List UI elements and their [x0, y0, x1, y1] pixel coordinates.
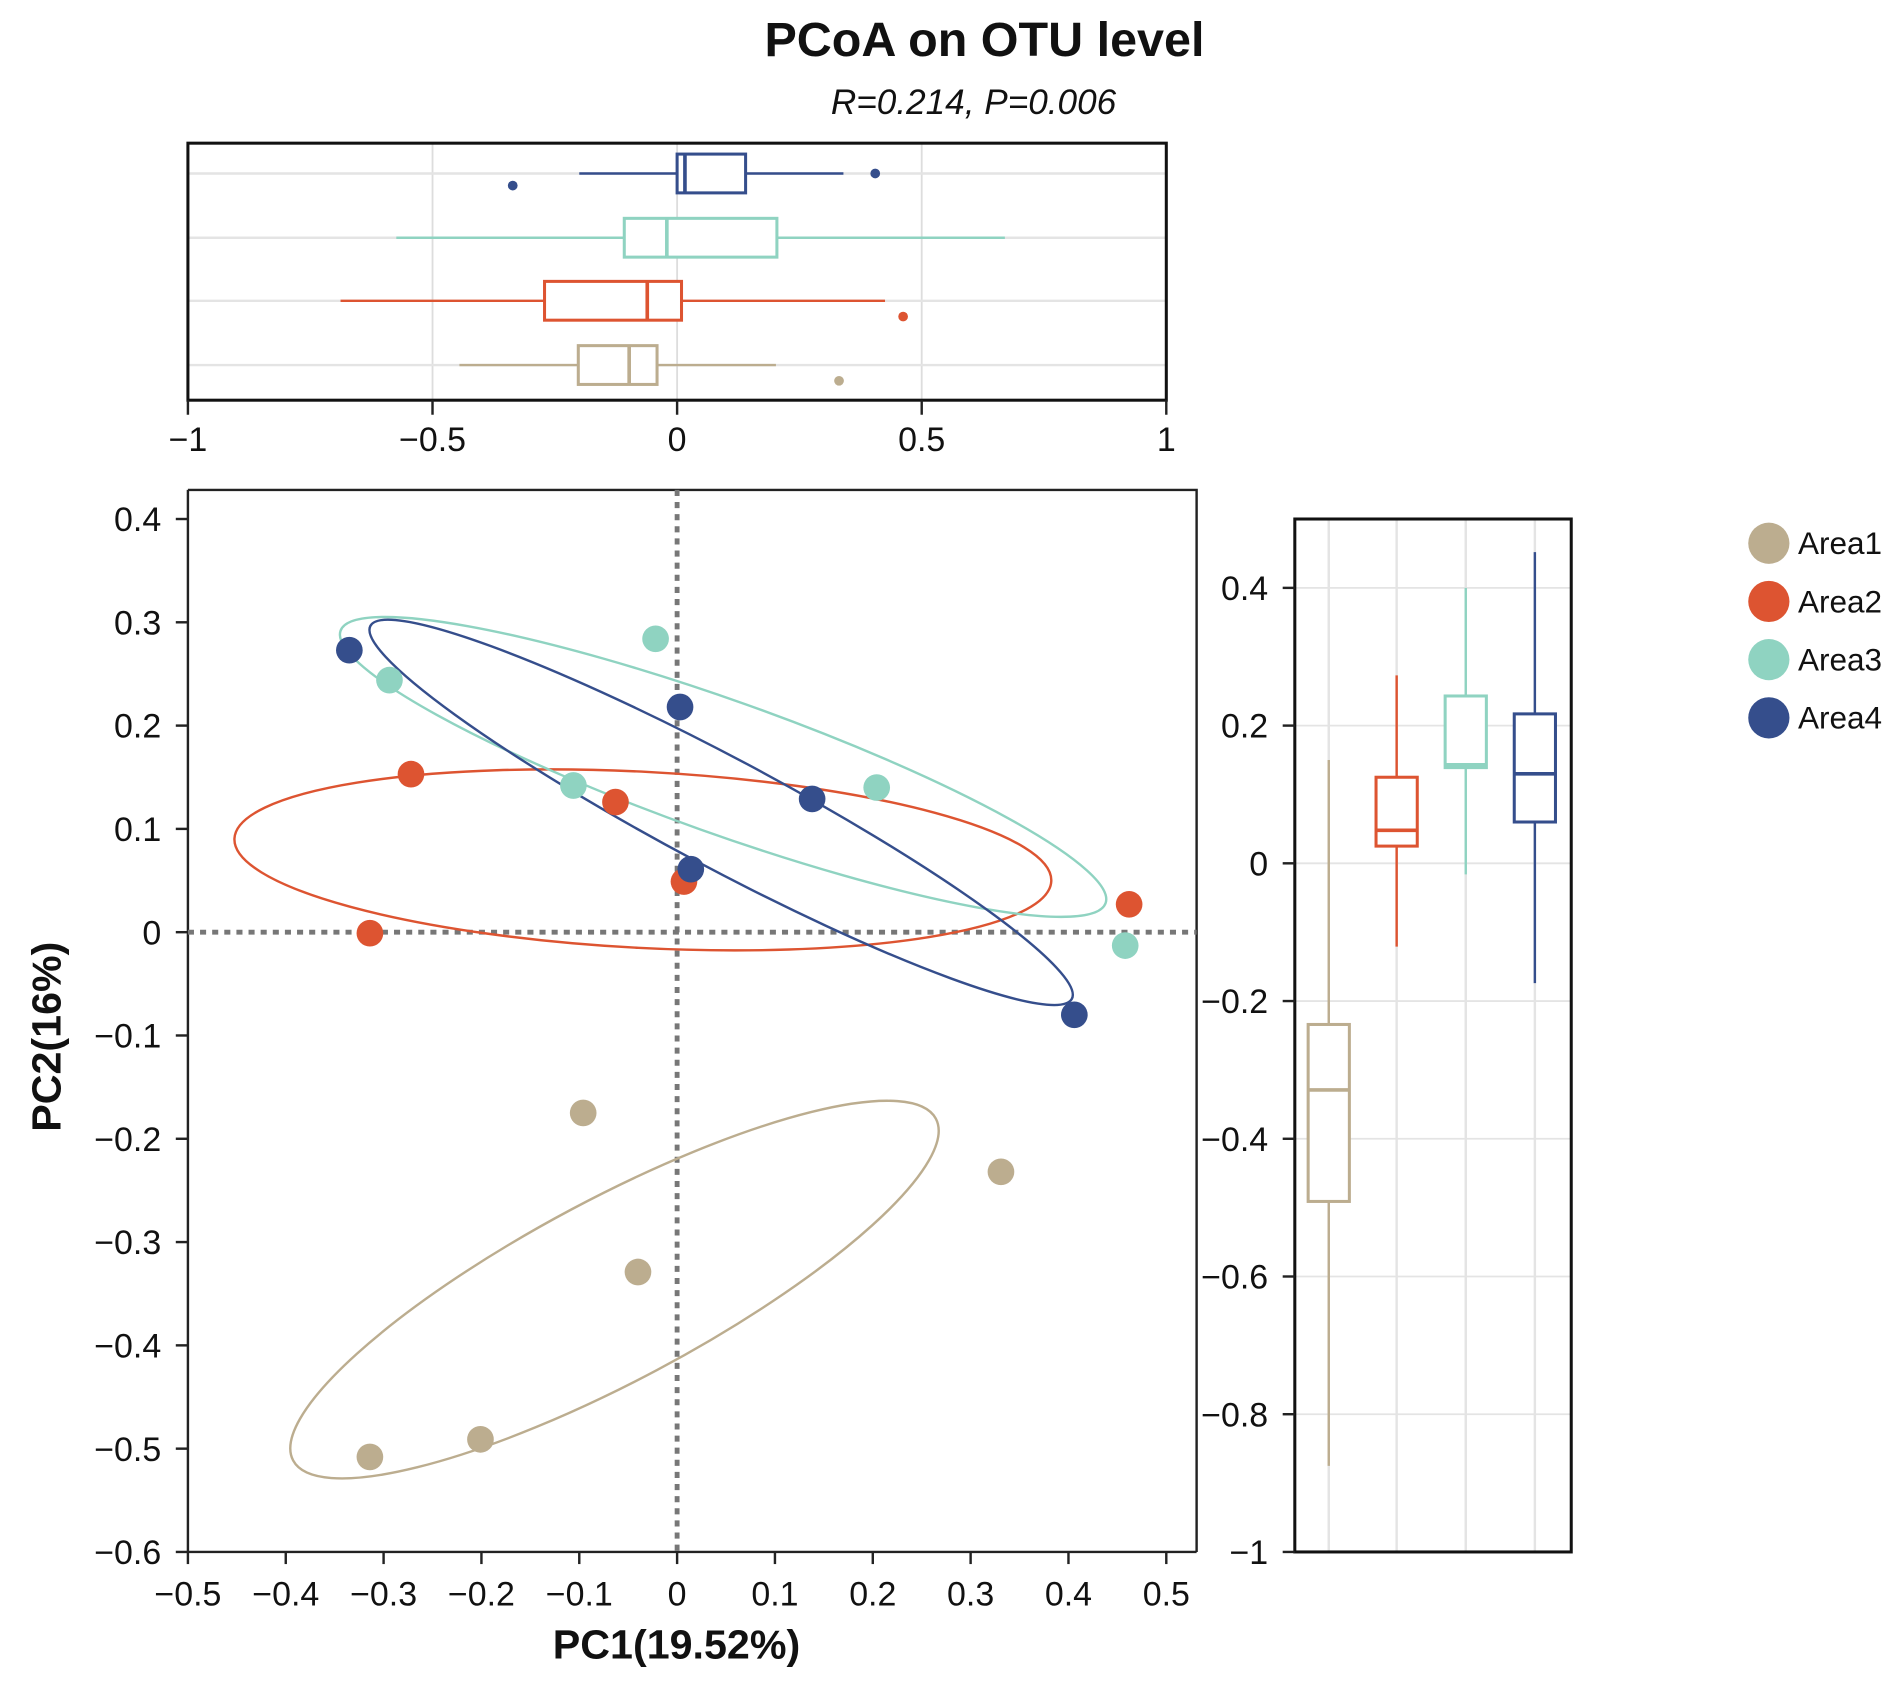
outlier-area2	[898, 311, 908, 322]
x-tick-label: 0	[668, 1575, 687, 1613]
chart-title: PCoA on OTU level	[764, 13, 1204, 67]
right-y-tick-label: −0.2	[1201, 983, 1268, 1021]
legend-label-area2: Area2	[1798, 583, 1882, 619]
box-area2	[1374, 775, 1419, 848]
legend-label-area4: Area4	[1798, 700, 1882, 736]
legend-label-area3: Area3	[1798, 642, 1882, 678]
scatter-panel: −0.5 −0.4 −0.3 −0.2 −0.1 0 0.1 0.2 0.3 0.4 0.5 0.4 0…	[94, 488, 1198, 1613]
right-y-tick-label: −0.6	[1201, 1259, 1268, 1297]
right-y-tick-label: 0.2	[1221, 708, 1268, 746]
data-point-area1	[987, 1158, 1015, 1186]
outlier-area4	[507, 180, 518, 191]
top-x-tick-label: 0.5	[898, 421, 945, 459]
box-area4	[1512, 712, 1557, 824]
confidence-ellipse-area3	[338, 615, 1108, 919]
y-tick-label: 0.2	[114, 708, 161, 746]
data-point-area3	[376, 666, 403, 694]
data-point-area4	[666, 693, 694, 721]
x-tick-label: −0.4	[252, 1575, 319, 1613]
data-point-area2	[397, 760, 425, 788]
confidence-ellipse-area2	[233, 768, 1053, 952]
box-area2	[543, 279, 684, 322]
box-area3	[622, 216, 779, 259]
legend-marker-area2	[1748, 580, 1790, 623]
top-boxplot-panel: −1 −0.5 0 0.5 1	[169, 141, 1176, 459]
y-axis-label: PC2(16%)	[24, 942, 70, 1132]
y-tick-label: −0.6	[94, 1534, 161, 1572]
data-point-area4	[677, 855, 705, 883]
x-tick-label: 0.1	[751, 1575, 798, 1613]
legend-marker-area3	[1748, 639, 1790, 681]
data-point-area1	[356, 1443, 384, 1471]
x-tick-label: 0.5	[1143, 1575, 1190, 1613]
data-point-area3	[1111, 932, 1139, 959]
y-tick-label: 0.4	[114, 501, 161, 539]
plot-frame	[187, 488, 1198, 1552]
confidence-ellipse-area4	[368, 618, 1075, 1007]
y-tick-label: 0.3	[114, 604, 161, 642]
outlier-area4	[870, 168, 881, 179]
y-tick-label: −0.5	[94, 1431, 161, 1469]
right-y-tick-label: −0.4	[1201, 1121, 1268, 1159]
y-tick-label: −0.1	[94, 1018, 161, 1056]
chart-subtitle: R=0.214, P=0.006	[831, 83, 1117, 122]
legend-label-area1: Area1	[1798, 525, 1882, 561]
data-point-area1	[467, 1426, 494, 1453]
data-point-area3	[642, 625, 669, 653]
top-x-tick-label: 0	[668, 421, 687, 459]
data-point-area1	[624, 1258, 652, 1286]
right-y-tick-label: −0.8	[1201, 1396, 1268, 1434]
confidence-ellipse-area1	[289, 1099, 940, 1480]
top-x-tick-label: −0.5	[399, 421, 466, 459]
y-tick-label: −0.4	[94, 1327, 161, 1365]
top-x-tick-label: 1	[1157, 421, 1176, 459]
top-x-tick-label: −1	[169, 421, 208, 459]
right-y-tick-label: −1	[1229, 1534, 1268, 1572]
data-point-area4	[336, 636, 363, 664]
data-point-area1	[569, 1099, 597, 1127]
right-panel-frame	[1293, 517, 1573, 1554]
data-point-area4	[798, 785, 826, 813]
y-tick-label: −0.2	[94, 1121, 161, 1159]
x-tick-label: 0.3	[947, 1575, 994, 1613]
box-area4	[675, 152, 748, 195]
box-area3	[1443, 694, 1488, 770]
right-y-tick-label: 0.4	[1221, 570, 1268, 608]
box-area1	[1306, 1022, 1351, 1203]
y-tick-label: −0.3	[94, 1224, 161, 1262]
outlier-area1	[834, 375, 844, 386]
x-tick-label: −0.5	[154, 1575, 221, 1613]
data-point-area2	[356, 919, 384, 947]
x-tick-label: −0.1	[546, 1575, 613, 1613]
right-boxplot-panel: 0.4 0.2 0 −0.2 −0.4 −0.6 −0.8 −1	[1201, 517, 1573, 1572]
x-tick-label: 0.2	[849, 1575, 896, 1613]
x-tick-label: −0.2	[448, 1575, 515, 1613]
legend-marker-area4	[1748, 697, 1790, 739]
x-tick-label: −0.3	[350, 1575, 417, 1613]
y-tick-label: 0	[142, 914, 161, 952]
x-axis-label: PC1(19.52%)	[553, 1622, 800, 1668]
y-tick-label: 0.1	[114, 811, 161, 849]
data-point-area3	[560, 772, 587, 799]
data-point-area4	[1060, 1001, 1088, 1029]
data-point-area3	[863, 774, 891, 801]
legend-marker-area1	[1748, 522, 1790, 564]
box-area1	[576, 344, 659, 386]
data-point-area2	[602, 788, 629, 816]
right-y-tick-label: 0	[1249, 845, 1268, 883]
data-point-area2	[1115, 890, 1143, 918]
legend: Area1 Area2 Area3 Area4	[1748, 522, 1882, 739]
x-tick-label: 0.4	[1045, 1575, 1092, 1613]
